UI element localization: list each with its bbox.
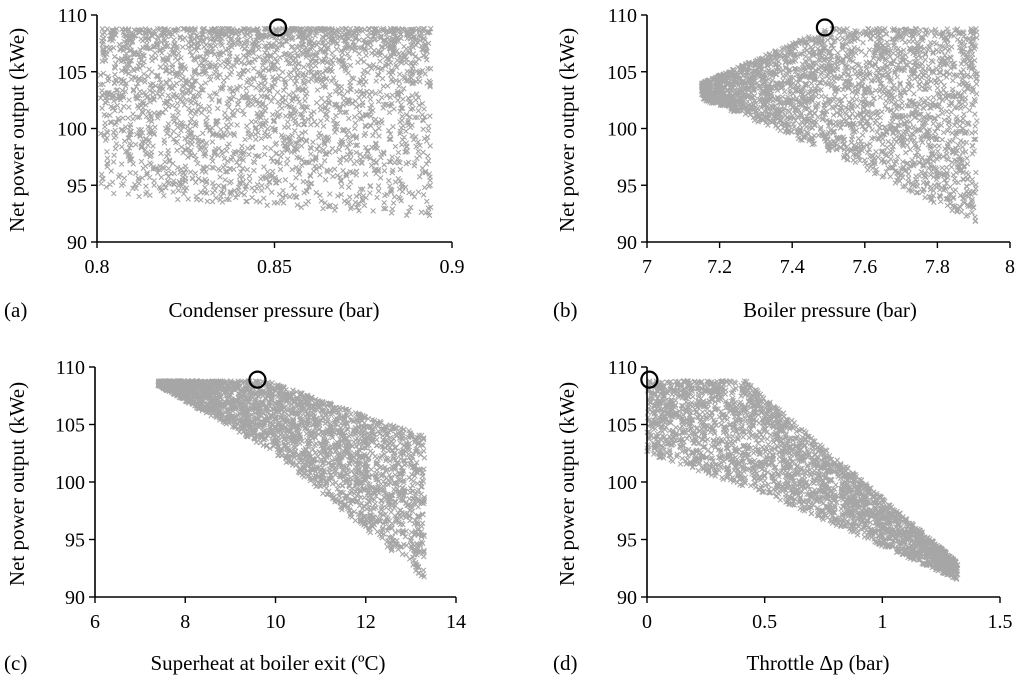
- y-tick-label-a: 100: [57, 119, 87, 141]
- panel-label-b: (b): [553, 298, 578, 322]
- x-tick-label-a: 0.85: [257, 256, 292, 278]
- y-axis-label-a: Net power output (kWe): [5, 28, 29, 232]
- x-tick-label-a: 0.8: [85, 256, 110, 278]
- panel-label-a: (a): [4, 298, 27, 322]
- axis-ticks-d: 0 0.5 1 1.5 90 95 100 105 110: [607, 357, 1013, 633]
- scatter-markers-a: [97, 25, 434, 219]
- scatter-points-a: [97, 25, 434, 219]
- y-tick-label-c: 100: [55, 472, 85, 494]
- x-tick-label-c: 14: [446, 611, 466, 633]
- axis-ticks-a: 0.8 0.85 0.9 90 95 100 105 110: [57, 5, 465, 278]
- y-tick-label-c: 95: [65, 530, 85, 552]
- x-tick-label-b: 7.2: [707, 256, 732, 278]
- x-tick-label-d: 1: [877, 611, 887, 633]
- optimum-marker-b: [815, 18, 834, 37]
- x-axis-label-a: Condenser pressure (bar): [168, 298, 379, 322]
- scatter-markers-d: [644, 378, 961, 582]
- scatter-markers-b: [698, 25, 981, 225]
- x-tick-label-b: 7.8: [925, 256, 950, 278]
- x-tick-label-d: 0.5: [752, 611, 777, 633]
- optimum-marker-d: [640, 370, 659, 389]
- y-tick-label-a: 90: [67, 232, 87, 254]
- y-axis-label-b: Net power output (kWe): [555, 28, 579, 232]
- chart-panel-a: 0.8 0.85 0.9 90 95 100 105 110 Net power output…: [4, 5, 465, 322]
- scatter-markers-c: [155, 378, 428, 580]
- y-tick-label-a: 110: [58, 5, 87, 27]
- panel-label-c: (c): [4, 651, 27, 675]
- y-axis-label-c: Net power output (kWe): [5, 382, 29, 586]
- x-tick-label-b: 7: [642, 256, 652, 278]
- y-tick-label-d: 105: [607, 415, 637, 437]
- scatter-points-b: [698, 25, 981, 225]
- y-tick-label-d: 110: [608, 357, 637, 379]
- optimum-marker-c: [248, 370, 267, 389]
- y-tick-label-c: 105: [55, 415, 85, 437]
- y-tick-label-a: 105: [57, 62, 87, 84]
- scatter-points-c: [155, 378, 428, 580]
- x-tick-label-b: 7.6: [852, 256, 877, 278]
- chart-panel-d: 0 0.5 1 1.5 90 95 100 105 110 Net power output (…: [553, 357, 1013, 675]
- x-axis-label-d: Throttle Δp (bar): [747, 651, 890, 675]
- optimum-marker-a: [268, 18, 288, 37]
- x-axis-label-c: Superheat at boiler exit (ºC): [150, 651, 385, 675]
- chart-panel-c: 6 8 10 12 14 90 95 100 105 110 Net power output (…: [4, 357, 466, 675]
- axis-ticks-b: 7 7.2 7.4 7.6 7.8 8 90 95 100 105 110: [607, 5, 1015, 278]
- x-tick-label-c: 10: [266, 611, 286, 633]
- chart-panel-b: 7 7.2 7.4 7.6 7.8 8 90 95 100 105 110 Net power ou…: [553, 5, 1015, 322]
- x-axis-label-b: Boiler pressure (bar): [743, 298, 917, 322]
- y-tick-label-c: 90: [65, 587, 85, 609]
- x-tick-label-c: 6: [90, 611, 100, 633]
- y-tick-label-d: 100: [607, 472, 637, 494]
- scatter-points-d: [644, 378, 961, 582]
- y-tick-label-d: 95: [617, 530, 637, 552]
- y-tick-label-b: 110: [608, 5, 637, 27]
- x-tick-label-b: 7.4: [780, 256, 805, 278]
- y-tick-label-a: 95: [67, 175, 87, 197]
- y-tick-label-c: 110: [56, 357, 85, 379]
- x-tick-label-c: 8: [180, 611, 190, 633]
- x-tick-label-b: 8: [1005, 256, 1015, 278]
- y-tick-label-b: 90: [617, 232, 637, 254]
- x-tick-label-a: 0.9: [440, 256, 465, 278]
- y-tick-label-b: 95: [617, 175, 637, 197]
- x-tick-label-d: 1.5: [988, 611, 1013, 633]
- y-axis-label-d: Net power output (kWe): [555, 382, 579, 586]
- y-tick-label-b: 105: [607, 62, 637, 84]
- y-tick-label-b: 100: [607, 119, 637, 141]
- x-tick-label-d: 0: [642, 611, 652, 633]
- panel-label-d: (d): [553, 651, 578, 675]
- axis-ticks-c: 6 8 10 12 14 90 95 100 105 110: [55, 357, 466, 633]
- x-tick-label-c: 12: [356, 611, 376, 633]
- y-tick-label-d: 90: [617, 587, 637, 609]
